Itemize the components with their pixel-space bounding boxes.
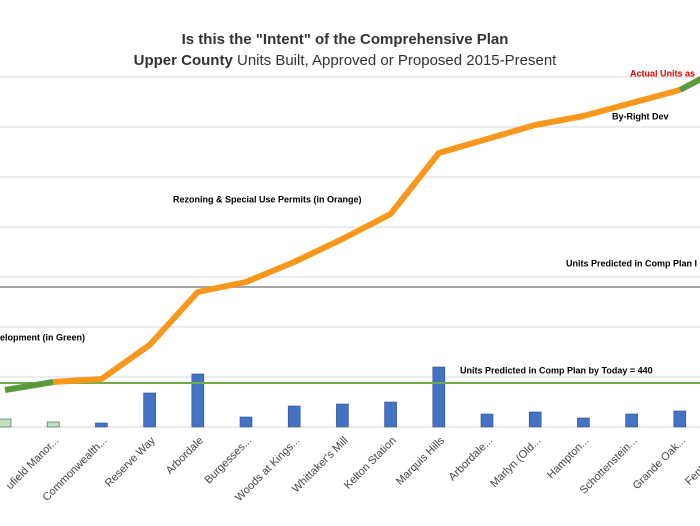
bar: [528, 411, 542, 428]
annotation: Actual Units as: [630, 68, 695, 78]
subtitle-bold: Upper County: [134, 52, 234, 69]
bar: [95, 422, 108, 428]
x-tick-label: Burgesses...: [202, 435, 254, 487]
bar: [191, 373, 205, 428]
bar: [625, 413, 638, 428]
bar: [432, 366, 446, 428]
bar: [239, 416, 253, 428]
x-tick-label: Marquis Hills: [394, 434, 447, 487]
annotation: Rezoning & Special Use Permits (in Orang…: [173, 194, 362, 204]
x-tick-label: Hampton...: [545, 435, 592, 482]
reference-label: Units Predicted in Comp Plan I: [566, 258, 697, 268]
x-tick-label: Marlyn (Old...: [488, 435, 543, 490]
bar: [673, 410, 687, 428]
x-tick-label: Reserve Way: [103, 434, 158, 489]
cumulative-line: [4, 76, 700, 393]
bar: [46, 421, 60, 428]
bar: [480, 413, 494, 428]
chart-title: Is this the "Intent" of the Comprehensiv…: [182, 31, 509, 48]
reference-label: Units Predicted in Comp Plan by Today = …: [460, 365, 653, 375]
x-tick-label: Arbordale: [164, 435, 206, 477]
cumulative-line: [53, 87, 681, 385]
chart-subtitle: Upper County Units Built, Approved or Pr…: [134, 52, 558, 69]
x-tick-label: Arbordale...: [446, 435, 495, 484]
bar: [336, 403, 349, 428]
annotation: By-Right Dev: [612, 111, 669, 121]
bar: [287, 405, 301, 428]
bar: [577, 417, 590, 428]
bar: [0, 418, 12, 428]
annotation: elopment (in Green): [0, 332, 85, 342]
bar: [384, 401, 397, 428]
bar: [143, 392, 156, 428]
subtitle: Units Built, Approved or Proposed 2015-P…: [233, 52, 557, 69]
